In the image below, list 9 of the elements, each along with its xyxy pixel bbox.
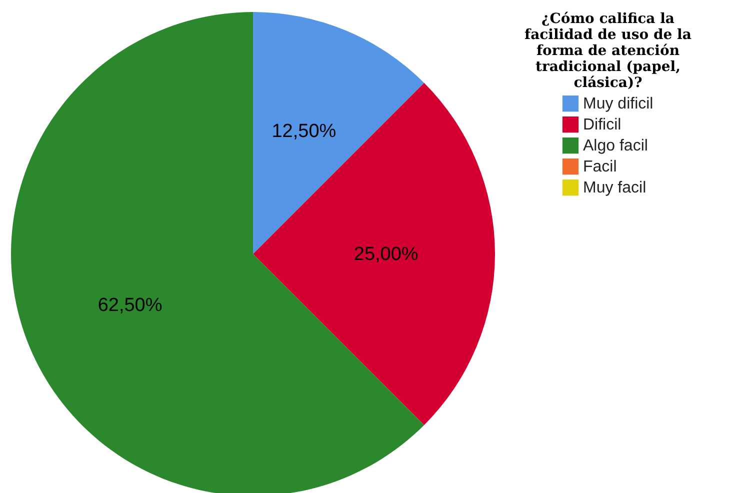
legend-label: Muy dificil	[583, 96, 654, 112]
legend-label: Algo facil	[583, 138, 648, 154]
data-label: 25,00%	[354, 244, 418, 265]
data-label: 62,50%	[98, 294, 162, 316]
legend-label: Facil	[583, 158, 617, 176]
legend-label: Muy facil	[583, 180, 646, 196]
legend-label: Dificil	[583, 116, 622, 134]
data-label: 12,50%	[272, 121, 336, 142]
legend-title: ¿Cómo califica la facilidad de uso de la forma de atención tradicional (papel, clásica)?	[524, 11, 692, 91]
